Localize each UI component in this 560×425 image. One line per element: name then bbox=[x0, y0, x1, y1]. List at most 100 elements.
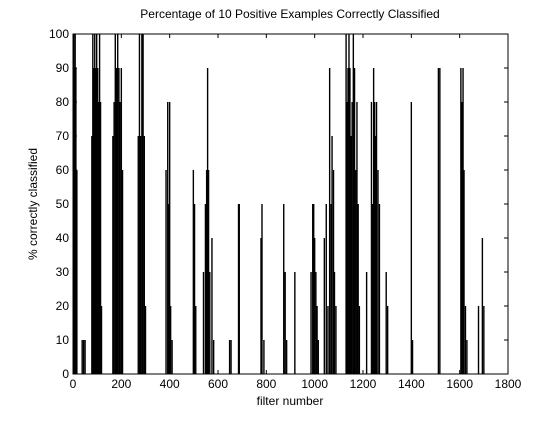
bar bbox=[373, 102, 376, 374]
x-tick-label: 1600 bbox=[446, 377, 473, 391]
bar bbox=[374, 136, 377, 374]
bar bbox=[345, 34, 347, 374]
bar bbox=[353, 68, 356, 374]
bar bbox=[169, 306, 172, 374]
bar bbox=[113, 102, 115, 374]
x-tick-label: 0 bbox=[70, 377, 77, 391]
x-axis-label: filter number bbox=[257, 394, 324, 408]
x-tick-label: 200 bbox=[111, 377, 131, 391]
bar bbox=[437, 68, 440, 374]
bar bbox=[347, 68, 349, 374]
bar bbox=[76, 170, 78, 374]
bar bbox=[355, 170, 357, 374]
bar bbox=[261, 204, 263, 374]
bar bbox=[165, 170, 167, 374]
bar bbox=[144, 306, 147, 374]
bar bbox=[192, 170, 195, 374]
bar bbox=[115, 68, 118, 374]
bar bbox=[81, 340, 83, 374]
x-tick-label: 800 bbox=[256, 377, 276, 391]
bar bbox=[283, 204, 285, 374]
bar bbox=[167, 102, 169, 374]
bar bbox=[370, 102, 373, 374]
bar bbox=[332, 170, 335, 374]
bar bbox=[202, 272, 205, 374]
bar bbox=[385, 272, 387, 374]
bar bbox=[481, 238, 484, 374]
bar bbox=[378, 204, 381, 374]
bar bbox=[204, 204, 207, 374]
bar bbox=[119, 102, 121, 374]
bar bbox=[411, 340, 414, 374]
bar bbox=[352, 34, 355, 374]
bar bbox=[238, 204, 240, 374]
bar bbox=[228, 340, 231, 374]
bar bbox=[91, 136, 93, 374]
x-tick-label: 1800 bbox=[495, 377, 522, 391]
bar bbox=[212, 340, 215, 374]
bar bbox=[375, 102, 378, 374]
bar bbox=[193, 204, 196, 374]
bar bbox=[137, 136, 139, 374]
bar bbox=[209, 272, 211, 374]
bar bbox=[117, 34, 119, 374]
bar bbox=[284, 272, 286, 374]
bar bbox=[358, 306, 361, 374]
bar bbox=[195, 306, 197, 374]
bar bbox=[73, 68, 76, 374]
bar bbox=[84, 340, 86, 374]
chart-title: Percentage of 10 Positive Examples Corre… bbox=[140, 7, 439, 21]
bar bbox=[463, 170, 465, 374]
bar bbox=[315, 272, 317, 374]
bar bbox=[211, 238, 213, 374]
bar bbox=[94, 34, 96, 374]
bar bbox=[323, 238, 326, 374]
bar bbox=[141, 34, 143, 374]
bar bbox=[168, 102, 171, 374]
bar bbox=[346, 102, 348, 374]
bar bbox=[121, 170, 124, 374]
y-axis-label: % correctly classified bbox=[26, 148, 40, 260]
y-tick-label: 40 bbox=[56, 231, 70, 245]
y-tick-label: 90 bbox=[56, 61, 70, 75]
y-tick-label: 60 bbox=[56, 163, 70, 177]
bar bbox=[461, 102, 463, 374]
bar bbox=[335, 306, 337, 374]
bar bbox=[82, 340, 85, 374]
bar bbox=[356, 102, 358, 374]
bar bbox=[142, 34, 144, 374]
bar bbox=[143, 136, 145, 374]
y-tick-label: 20 bbox=[56, 299, 70, 313]
bar bbox=[466, 340, 468, 374]
bar bbox=[100, 306, 103, 374]
bar bbox=[73, 34, 75, 374]
bar bbox=[120, 68, 123, 374]
bar bbox=[439, 68, 441, 374]
bar bbox=[139, 136, 142, 374]
bar bbox=[331, 136, 333, 374]
bar bbox=[348, 34, 350, 374]
bar bbox=[483, 306, 485, 374]
bar bbox=[237, 204, 240, 374]
bar bbox=[477, 306, 480, 374]
bar bbox=[95, 68, 97, 374]
bar bbox=[464, 306, 467, 374]
y-tick-label: 30 bbox=[56, 265, 70, 279]
bar bbox=[377, 170, 379, 374]
bar bbox=[93, 68, 95, 374]
bar bbox=[230, 340, 232, 374]
bar bbox=[112, 136, 114, 374]
x-tick-label: 1200 bbox=[350, 377, 377, 391]
bar bbox=[263, 340, 265, 374]
bar bbox=[294, 272, 296, 374]
bar bbox=[96, 68, 99, 374]
bar bbox=[386, 306, 389, 374]
bar bbox=[327, 306, 329, 374]
bar bbox=[92, 34, 94, 374]
bar bbox=[410, 102, 413, 374]
bar bbox=[310, 272, 312, 374]
y-tick-label: 80 bbox=[56, 95, 70, 109]
bar bbox=[74, 34, 76, 374]
y-tick-label: 50 bbox=[56, 197, 70, 211]
